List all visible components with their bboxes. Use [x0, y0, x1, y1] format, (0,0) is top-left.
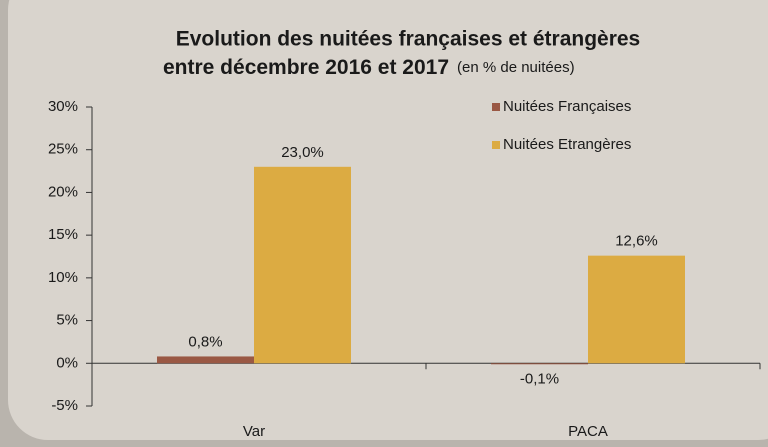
y-tick-label: 15% [48, 226, 78, 243]
y-tick-label: 20% [48, 183, 78, 200]
chart-title: Evolution des nuitées françaises et étra… [176, 28, 641, 51]
chart-title-line2: entre décembre 2016 et 2017 (en % de nuit… [163, 56, 575, 79]
bar [588, 255, 685, 364]
bar [157, 356, 254, 364]
x-tick-label: PACA [568, 423, 608, 440]
bar [254, 166, 351, 364]
value-label: 0,8% [188, 333, 222, 350]
legend-swatch [492, 103, 500, 111]
value-label: -0,1% [520, 370, 559, 387]
title-line2: entre décembre 2016 et 2017 [163, 56, 449, 79]
legend-label: Nuitées Etrangères [503, 136, 631, 153]
panel [8, 0, 768, 440]
legend-swatch [492, 141, 500, 149]
y-tick-label: 10% [48, 269, 78, 286]
subtitle: (en % de nuitées) [457, 59, 575, 76]
value-label: 12,6% [615, 233, 658, 250]
y-tick-label: 25% [48, 141, 78, 158]
legend-label: Nuitées Françaises [503, 98, 631, 115]
bar [491, 363, 588, 365]
value-label: 23,0% [281, 144, 324, 161]
y-tick-label: 5% [56, 312, 78, 329]
y-tick-label: -5% [51, 397, 78, 414]
x-tick-label: Var [243, 423, 265, 440]
y-tick-label: 30% [48, 98, 78, 115]
y-tick-label: 0% [56, 354, 78, 371]
